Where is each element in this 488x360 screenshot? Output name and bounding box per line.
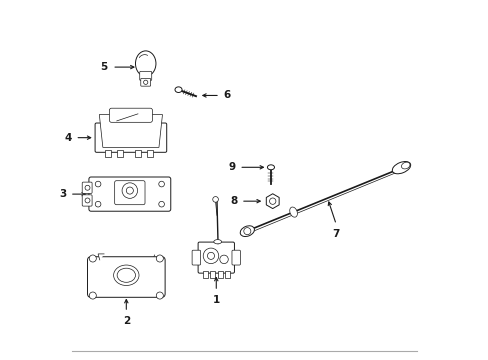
Bar	[224, 271, 229, 278]
Ellipse shape	[267, 165, 274, 170]
Text: 5: 5	[100, 62, 107, 72]
Polygon shape	[98, 254, 104, 260]
Ellipse shape	[391, 162, 410, 174]
Circle shape	[269, 198, 275, 204]
Bar	[135, 150, 141, 157]
FancyBboxPatch shape	[109, 108, 152, 122]
Polygon shape	[99, 114, 162, 147]
Ellipse shape	[213, 240, 221, 244]
Circle shape	[156, 255, 163, 262]
Text: 8: 8	[230, 196, 237, 206]
Bar	[117, 150, 123, 157]
Ellipse shape	[113, 265, 139, 285]
Circle shape	[159, 181, 164, 187]
Bar	[203, 271, 208, 278]
Circle shape	[159, 201, 164, 207]
FancyBboxPatch shape	[87, 257, 165, 297]
Ellipse shape	[135, 51, 156, 76]
Circle shape	[89, 292, 96, 299]
FancyBboxPatch shape	[95, 123, 166, 152]
Circle shape	[85, 185, 90, 190]
Ellipse shape	[117, 268, 135, 282]
Text: 9: 9	[228, 162, 235, 172]
FancyBboxPatch shape	[231, 250, 240, 265]
Circle shape	[219, 255, 228, 264]
Bar	[210, 271, 215, 278]
Text: 4: 4	[64, 133, 72, 143]
Circle shape	[212, 197, 218, 202]
Circle shape	[122, 183, 137, 198]
FancyBboxPatch shape	[89, 177, 170, 211]
Ellipse shape	[240, 226, 254, 237]
FancyBboxPatch shape	[140, 71, 151, 81]
Ellipse shape	[401, 162, 409, 169]
Ellipse shape	[289, 207, 297, 217]
Circle shape	[95, 181, 101, 187]
Text: 1: 1	[212, 294, 220, 305]
Bar	[218, 271, 223, 278]
FancyBboxPatch shape	[82, 182, 92, 193]
Text: 3: 3	[59, 189, 66, 199]
Circle shape	[85, 198, 90, 203]
Ellipse shape	[175, 87, 182, 93]
Circle shape	[89, 255, 96, 262]
Bar	[147, 150, 153, 157]
FancyBboxPatch shape	[192, 250, 200, 265]
Circle shape	[207, 252, 214, 259]
Polygon shape	[266, 194, 279, 208]
Circle shape	[126, 187, 133, 194]
Text: 7: 7	[332, 229, 339, 239]
FancyBboxPatch shape	[114, 181, 145, 205]
Circle shape	[156, 292, 163, 299]
FancyBboxPatch shape	[82, 195, 92, 206]
Circle shape	[95, 201, 101, 207]
Bar	[105, 150, 111, 157]
FancyBboxPatch shape	[141, 78, 150, 86]
Circle shape	[143, 80, 147, 84]
Circle shape	[203, 248, 218, 264]
Text: 6: 6	[223, 90, 230, 100]
Text: 2: 2	[122, 316, 130, 326]
FancyBboxPatch shape	[198, 242, 234, 273]
Circle shape	[244, 228, 250, 235]
